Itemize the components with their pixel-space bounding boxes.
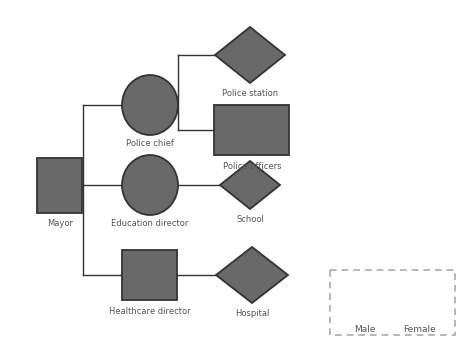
Ellipse shape <box>406 281 434 309</box>
Text: Male: Male <box>354 325 376 334</box>
Text: Female: Female <box>404 325 437 334</box>
Text: Hospital: Hospital <box>235 309 269 318</box>
Text: Police chief: Police chief <box>126 139 174 148</box>
Polygon shape <box>216 247 288 303</box>
Ellipse shape <box>122 155 178 215</box>
Text: Mayor: Mayor <box>47 219 73 228</box>
Bar <box>37 158 82 212</box>
Bar <box>354 284 376 306</box>
Ellipse shape <box>122 75 178 135</box>
Bar <box>330 270 455 335</box>
Text: Police officers: Police officers <box>223 162 281 171</box>
Text: Police station: Police station <box>222 89 278 98</box>
Bar <box>215 105 290 155</box>
Text: Education director: Education director <box>111 219 189 228</box>
Polygon shape <box>215 27 285 83</box>
Polygon shape <box>220 161 280 209</box>
Bar <box>122 250 177 300</box>
Text: Healthcare director: Healthcare director <box>109 307 191 316</box>
Text: School: School <box>236 215 264 224</box>
